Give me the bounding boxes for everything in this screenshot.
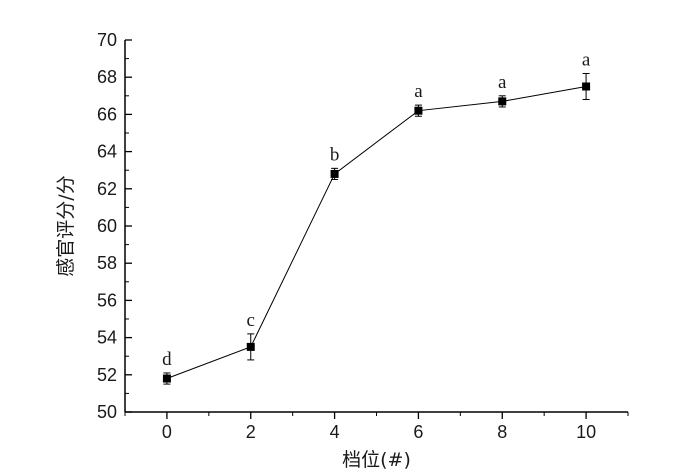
x-tick-label: 10: [576, 422, 596, 442]
y-tick-label: 64: [97, 142, 117, 162]
significance-label: a: [414, 81, 423, 102]
data-point: [414, 106, 423, 115]
y-tick-label: 50: [97, 402, 117, 422]
y-tick-label: 70: [97, 30, 117, 50]
significance-label: a: [498, 72, 507, 93]
y-tick-label: 58: [97, 253, 117, 273]
data-point: [330, 169, 339, 178]
significance-label: a: [582, 49, 591, 70]
y-tick-label: 66: [97, 104, 117, 124]
y-tick-label: 60: [97, 216, 117, 236]
significance-label: c: [247, 310, 255, 331]
x-tick-label: 2: [246, 422, 256, 442]
data-point: [582, 82, 591, 91]
x-tick-label: 4: [330, 422, 340, 442]
x-tick-label: 6: [413, 422, 423, 442]
x-tick-label: 0: [162, 422, 172, 442]
series-line: d c b a a a: [162, 49, 591, 385]
data-point: [162, 374, 171, 383]
significance-label: d: [162, 349, 172, 370]
data-point: [246, 342, 255, 351]
x-ticks: 0 2 4 6 8 10: [124, 412, 629, 442]
x-axis-title: 档位(#): [342, 449, 411, 471]
series-polyline: [166, 86, 587, 379]
y-tick-label: 62: [97, 179, 117, 199]
data-point: [498, 97, 507, 106]
x-tick-label: 8: [497, 422, 507, 442]
y-ticks: 50 52 54 56 58 60 62 64 66 68 70: [97, 30, 132, 422]
y-axis-title: 感官评分/分: [55, 175, 77, 276]
significance-label: b: [330, 144, 340, 165]
y-tick-label: 56: [97, 290, 117, 310]
y-tick-label: 68: [97, 67, 117, 87]
y-tick-label: 52: [97, 365, 117, 385]
y-tick-label: 54: [97, 328, 117, 348]
